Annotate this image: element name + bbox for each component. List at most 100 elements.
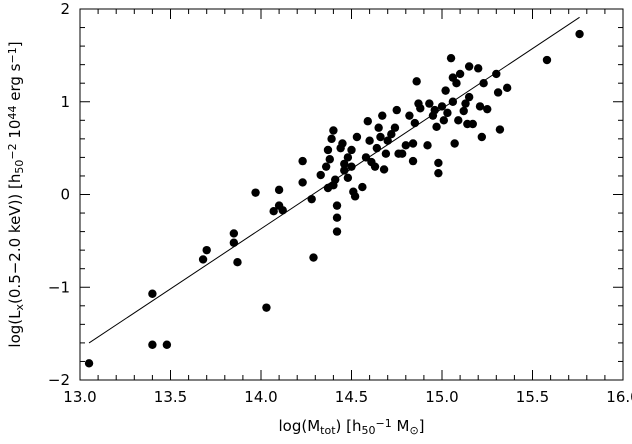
data-point [493,88,503,97]
data-point [332,213,342,222]
data-point [397,149,407,158]
data-point [370,162,380,171]
axis-title-part: ] [419,417,425,435]
data-point [387,130,396,139]
plot-frame [79,8,624,381]
data-point [408,139,418,148]
data-point [148,289,157,298]
data-point [378,111,387,120]
data-point [459,106,468,116]
data-point [492,69,501,79]
data-point [542,55,552,65]
data-point [376,132,385,142]
axis-title-part: erg s [6,63,24,105]
data-point [410,118,420,128]
data-point [379,165,389,174]
data-point [434,158,443,168]
x-tick-label: 15.5 [516,388,549,406]
axis-title-part: −2 [6,143,19,159]
data-point [298,156,307,166]
y-tick-label: 2 [60,0,70,18]
axis-title-part: log(L [6,310,24,348]
data-point [464,62,474,71]
data-point [307,194,316,204]
data-point [405,111,414,120]
data-point [162,340,172,349]
data-point [316,170,325,180]
data-point [148,340,157,349]
data-point [381,149,391,158]
data-point [332,227,342,236]
data-point [331,175,340,184]
data-point [229,229,239,238]
data-point [455,69,465,79]
axis-title-part: 10 [6,120,24,144]
data-point [468,119,477,129]
data-point [363,117,372,126]
data-point [84,359,94,368]
data-point [408,156,418,166]
data-point [383,136,392,145]
data-point [461,99,470,108]
x-tick-label: 13.5 [154,388,187,406]
y-tick-label: −1 [48,278,70,296]
axis-title-part: M [392,417,410,435]
data-point [390,123,400,132]
data-point [430,105,439,115]
data-point [479,79,488,88]
x-axis-title: log(Mtot) [h50−1 M⊙] [278,417,424,438]
data-point [439,116,449,125]
data-point [475,102,485,111]
data-point [448,97,458,106]
data-point [425,99,434,108]
data-point [392,105,401,115]
data-point [502,83,512,93]
data-point [274,185,284,195]
axis-title-part: log(M [278,417,320,435]
y-tick-label: 0 [60,186,70,204]
data-point [269,206,278,216]
data-point [474,64,483,73]
axis-title-part: −1 [376,417,392,430]
axis-title-part: x [13,303,26,310]
axis-title-part: 50 [13,160,26,174]
data-point [416,104,425,113]
data-point [298,178,307,187]
data-point [262,303,271,312]
axis-title-part: ] [6,41,24,47]
data-point [325,155,334,164]
data-point [437,102,447,111]
y-tick-label: 1 [60,93,70,111]
data-point [278,206,287,215]
data-point [358,182,367,192]
axis-title-part: ⊙ [409,424,418,437]
data-point [327,134,336,144]
data-point [332,201,342,210]
data-point [477,132,487,142]
axis-title-part: 50 [362,424,376,437]
data-point [495,125,505,134]
data-point [423,141,432,150]
data-point [374,123,383,132]
data-point [464,92,474,102]
data-point [347,162,356,171]
data-point [443,108,452,118]
data-point [372,143,382,153]
data-point [251,188,260,197]
tick-labels: 13.0 13.5 14.0 14.5 15.0 15.5 16.0 −2 −1 0 1 2 [48,0,632,406]
data-point [340,166,349,175]
x-tick-label: 15.0 [425,388,458,406]
data-point [483,104,492,114]
axis-title-part: (0.5−2.0 keV)) [h [6,174,24,304]
data-point [450,139,459,148]
y-tick-label: −2 [48,371,70,389]
data-point [340,159,349,169]
data-point [329,126,338,135]
axis-title-part: −1 [6,47,19,63]
x-tick-label: 14.5 [335,388,368,406]
data-point [446,53,456,63]
data-point [347,145,356,155]
data-point [452,79,461,88]
